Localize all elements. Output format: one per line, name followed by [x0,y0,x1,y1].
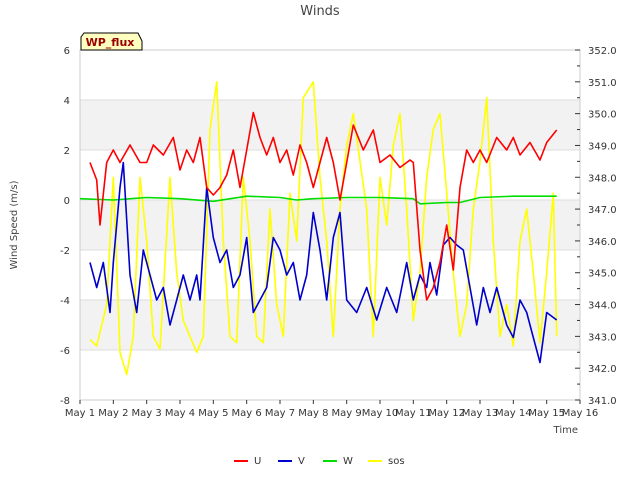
series-lines [79,81,558,376]
y2-tick-label: 351.0 [588,78,617,89]
site-badge: WP_flux [80,32,143,51]
x-tick-label: May 2 [98,408,128,419]
x-tick-label: May 5 [198,408,228,419]
y2-tick-label: 342.0 [588,364,617,375]
series-line-w [79,195,557,205]
x-tick-label: May 7 [265,408,295,419]
chart-title: Winds [300,4,340,19]
x-tick-label: May 10 [362,408,399,419]
shaded-bands [80,100,580,350]
x-tick-label: May 15 [528,408,565,419]
grid-band [80,300,580,350]
y2-tick-label: 352.0 [588,46,617,57]
x-tick-label: May 1 [65,408,95,419]
right-y-axis: 341.0 342.0 343.0 344.0 345.0 346.0 347.0 348.0… [575,46,617,407]
y2-tick-label: 350.0 [588,110,617,121]
x-tick-label: May 12 [428,408,465,419]
y-tick-label: -6 [60,346,70,357]
y2-tick-label: 348.0 [588,173,617,184]
y-tick-label: -4 [60,296,70,307]
x-tick-label: May 9 [332,408,362,419]
y2-tick-label: 341.0 [588,396,617,407]
y-tick-label: 0 [64,196,70,207]
x-axis: May 1 May 2 May 3 May 4 May 5 May 6 May 7 May 8… [65,400,598,419]
y2-tick-label: 347.0 [588,205,617,216]
y2-tick-label: 344.0 [588,301,617,312]
y2-tick-label: 345.0 [588,269,617,280]
x-tick-label: May 4 [165,408,195,419]
left-y-axis: -8 -6 -4 -2 0 2 4 6 [60,46,70,407]
legend-label-u: U [254,456,261,467]
y-tick-label: 2 [64,146,70,157]
badge-label: WP_flux [86,36,135,49]
y2-tick-label: 346.0 [588,237,617,248]
series-line-sos [89,81,558,376]
y-tick-label: -8 [60,396,70,407]
y-tick-label: 4 [64,96,70,107]
grid-band [80,100,580,150]
x-tick-label: May 14 [495,408,532,419]
series-line-v [89,161,558,364]
x-tick-label: May 13 [462,408,499,419]
y-tick-label: 6 [64,46,70,57]
grid-band [80,200,580,250]
y2-tick-label: 343.0 [588,332,617,343]
x-tick-label: May 8 [298,408,328,419]
x-tick-label: May 16 [562,408,599,419]
y-axis-label: Wind Speed (m/s) [9,180,20,269]
x-tick-label: May 6 [232,408,262,419]
legend-label-v: V [298,456,305,467]
y-tick-label: -2 [60,246,70,257]
series-line-u [89,111,558,301]
x-axis-label: Time [553,425,578,436]
y2-tick-label: 349.0 [588,141,617,152]
x-tick-label: May 3 [132,408,162,419]
x-tick-label: May 11 [395,408,432,419]
legend-label-w: W [343,456,353,467]
badge-shape [80,32,143,51]
legend-label-sos: sos [388,456,405,467]
